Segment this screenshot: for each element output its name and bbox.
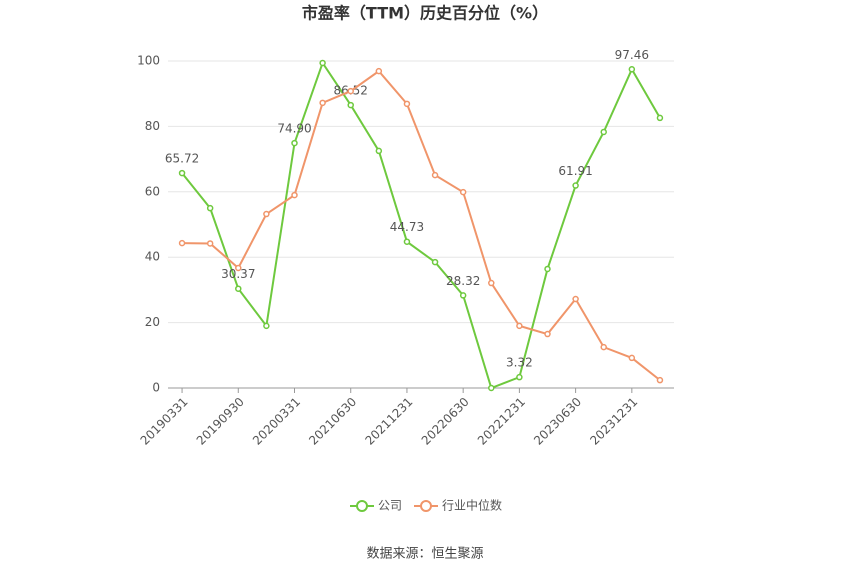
- data-point: [431, 171, 439, 179]
- data-point: [488, 384, 495, 392]
- data-point: [572, 182, 579, 189]
- data-point: [206, 204, 214, 212]
- x-tick-label: 20190331: [138, 395, 191, 448]
- data-point: [235, 264, 242, 272]
- data-point: [628, 354, 636, 362]
- data-point: [263, 322, 270, 330]
- data-point: [572, 295, 579, 303]
- data-point: [656, 114, 664, 122]
- data-point: [403, 238, 411, 245]
- y-tick-label: 80: [145, 119, 160, 133]
- data-label: 97.46: [615, 48, 649, 62]
- data-point: [347, 101, 354, 109]
- data-point: [544, 330, 551, 338]
- data-point: [291, 191, 298, 199]
- y-tick-label: 0: [152, 381, 160, 395]
- x-tick-label: 20200331: [250, 395, 303, 448]
- x-tick-label: 20211231: [362, 395, 415, 448]
- x-tick-label: 20230630: [531, 395, 584, 448]
- legend-marker: [420, 500, 432, 512]
- data-point: [600, 128, 607, 136]
- data-label: 74.90: [277, 122, 311, 136]
- data-point: [544, 265, 551, 273]
- data-point: [516, 373, 523, 381]
- chart-title: 市盈率（TTM）历史百分位（%）: [302, 4, 548, 23]
- data-point: [375, 67, 383, 75]
- data-label: 3.32: [506, 356, 533, 370]
- data-label: 65.72: [165, 152, 199, 166]
- x-tick-label: 20190930: [194, 395, 247, 448]
- data-point: [431, 258, 439, 266]
- data-label: 44.73: [390, 220, 424, 234]
- x-tick-label: 20221231: [475, 395, 528, 448]
- source-note: 数据来源：恒生聚源: [366, 547, 483, 562]
- data-point: [459, 188, 467, 196]
- x-tick-label: 20220630: [419, 395, 472, 448]
- data-point: [600, 343, 607, 351]
- data-point: [263, 210, 270, 218]
- legend-marker: [356, 500, 368, 512]
- x-tick-label: 20231231: [587, 395, 640, 448]
- data-point: [628, 66, 636, 73]
- data-point: [178, 239, 186, 247]
- data-point: [656, 376, 664, 384]
- data-point: [206, 240, 214, 247]
- data-point: [319, 59, 326, 67]
- data-point: [516, 322, 523, 330]
- data-point: [319, 99, 326, 107]
- data-point: [403, 100, 411, 108]
- y-tick-label: 60: [145, 184, 160, 198]
- data-point: [291, 139, 298, 147]
- data-point: [375, 147, 383, 155]
- data-point: [347, 87, 354, 95]
- data-point: [488, 279, 495, 287]
- series-line: [181, 60, 661, 390]
- data-label: 30.37: [221, 267, 255, 281]
- y-tick-label: 100: [137, 54, 160, 68]
- legend-label: 行业中位数: [442, 498, 502, 513]
- series-line: [182, 69, 661, 381]
- y-tick-label: 20: [145, 315, 160, 329]
- x-tick-label: 20210630: [306, 395, 359, 448]
- data-label: 61.91: [558, 164, 592, 178]
- y-tick-label: 40: [145, 250, 160, 264]
- data-point: [459, 292, 467, 299]
- data-point: [178, 169, 186, 177]
- data-label: 28.32: [446, 274, 480, 288]
- legend-label: 公司: [378, 499, 402, 513]
- data-point: [235, 285, 242, 292]
